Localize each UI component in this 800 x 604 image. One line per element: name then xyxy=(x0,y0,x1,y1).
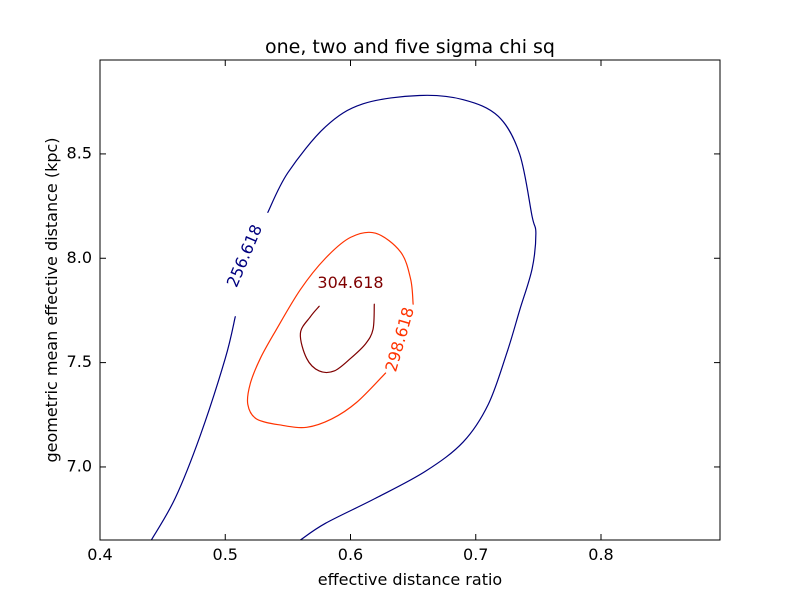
x-tick-label: 0.5 xyxy=(213,545,238,564)
y-axis-label: geometric mean effective distance (kpc) xyxy=(42,137,61,462)
contour-line-2-0 xyxy=(299,303,375,374)
x-tick-label: 0.7 xyxy=(463,545,488,564)
y-tick-label: 8.0 xyxy=(67,248,92,267)
y-tick-label: 7.0 xyxy=(67,456,92,475)
axes-frame xyxy=(99,59,721,541)
y-tick-label: 7.5 xyxy=(67,352,92,371)
contour-line-0-0 xyxy=(150,316,236,540)
contour-label: 304.618 xyxy=(317,273,383,292)
y-tick-label: 8.5 xyxy=(67,143,92,162)
contour-line-1-0 xyxy=(246,231,414,429)
x-tick-label: 0.6 xyxy=(338,545,363,564)
x-tick-label: 0.4 xyxy=(87,545,112,564)
x-tick-label: 0.8 xyxy=(588,545,613,564)
contour-line-0-1 xyxy=(267,94,537,540)
x-axis-label: effective distance ratio xyxy=(318,570,502,589)
chart-title: one, two and five sigma chi sq xyxy=(265,36,555,58)
contour-lines xyxy=(150,94,537,540)
